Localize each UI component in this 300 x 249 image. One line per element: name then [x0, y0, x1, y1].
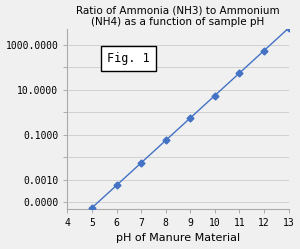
Text: Fig. 1: Fig. 1 — [107, 52, 150, 65]
Title: Ratio of Ammonia (NH3) to Ammonium
(NH4) as a function of sample pH: Ratio of Ammonia (NH3) to Ammonium (NH4)… — [76, 5, 280, 27]
X-axis label: pH of Manure Material: pH of Manure Material — [116, 234, 240, 244]
